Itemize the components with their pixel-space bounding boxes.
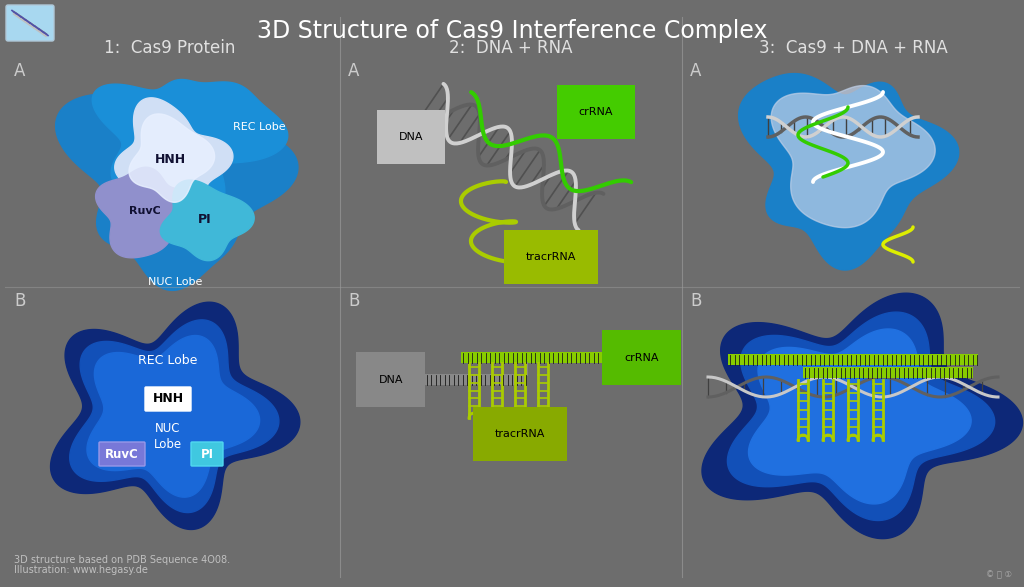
Text: 3D structure based on PDB Sequence 4O08.: 3D structure based on PDB Sequence 4O08. — [14, 555, 230, 565]
Text: REC Lobe: REC Lobe — [138, 353, 198, 366]
Polygon shape — [70, 320, 279, 512]
Text: PI: PI — [201, 447, 213, 460]
Polygon shape — [749, 329, 971, 504]
Text: HNH: HNH — [155, 153, 185, 166]
Text: B: B — [14, 292, 26, 310]
Text: NUC Lobe: NUC Lobe — [147, 277, 202, 287]
Text: REC Lobe: REC Lobe — [233, 122, 286, 132]
Polygon shape — [55, 86, 298, 291]
Text: crRNA: crRNA — [624, 353, 658, 363]
Text: 3D Structure of Cas9 Interference Complex: 3D Structure of Cas9 Interference Comple… — [257, 19, 767, 43]
FancyBboxPatch shape — [99, 442, 145, 466]
Text: 3:  Cas9 + DNA + RNA: 3: Cas9 + DNA + RNA — [759, 39, 947, 57]
Polygon shape — [702, 293, 1022, 539]
Text: 2:  DNA + RNA: 2: DNA + RNA — [450, 39, 572, 57]
Polygon shape — [738, 73, 958, 270]
Bar — [803, 367, 973, 378]
Text: crRNA: crRNA — [579, 107, 613, 117]
Text: RuvC: RuvC — [105, 447, 139, 460]
Polygon shape — [161, 180, 254, 261]
Text: A: A — [690, 62, 701, 80]
Bar — [461, 352, 616, 363]
Text: PI: PI — [199, 212, 212, 225]
Text: B: B — [348, 292, 359, 310]
Text: tracrRNA: tracrRNA — [495, 429, 545, 439]
Polygon shape — [92, 79, 288, 220]
Polygon shape — [95, 167, 202, 258]
Text: A: A — [14, 62, 26, 80]
Text: HNH: HNH — [153, 393, 183, 406]
Text: RuvC: RuvC — [129, 206, 161, 216]
Text: B: B — [690, 292, 701, 310]
Text: Illustration: www.hegasy.de: Illustration: www.hegasy.de — [14, 565, 147, 575]
Bar — [728, 354, 978, 365]
Bar — [411, 374, 526, 385]
FancyBboxPatch shape — [191, 442, 223, 466]
Text: tracrRNA: tracrRNA — [525, 252, 577, 262]
Text: 1:  Cas9 Protein: 1: Cas9 Protein — [104, 39, 236, 57]
Polygon shape — [50, 302, 300, 529]
FancyBboxPatch shape — [6, 5, 54, 41]
FancyBboxPatch shape — [145, 387, 191, 411]
Polygon shape — [87, 336, 260, 497]
Polygon shape — [129, 114, 215, 203]
Text: DNA: DNA — [398, 132, 423, 142]
Polygon shape — [727, 312, 994, 521]
Polygon shape — [771, 86, 935, 228]
Polygon shape — [115, 98, 232, 212]
Text: NUC
Lobe: NUC Lobe — [154, 423, 182, 451]
Text: DNA: DNA — [379, 375, 403, 384]
Text: A: A — [348, 62, 359, 80]
Text: © Ⓒ ①: © Ⓒ ① — [986, 570, 1012, 579]
